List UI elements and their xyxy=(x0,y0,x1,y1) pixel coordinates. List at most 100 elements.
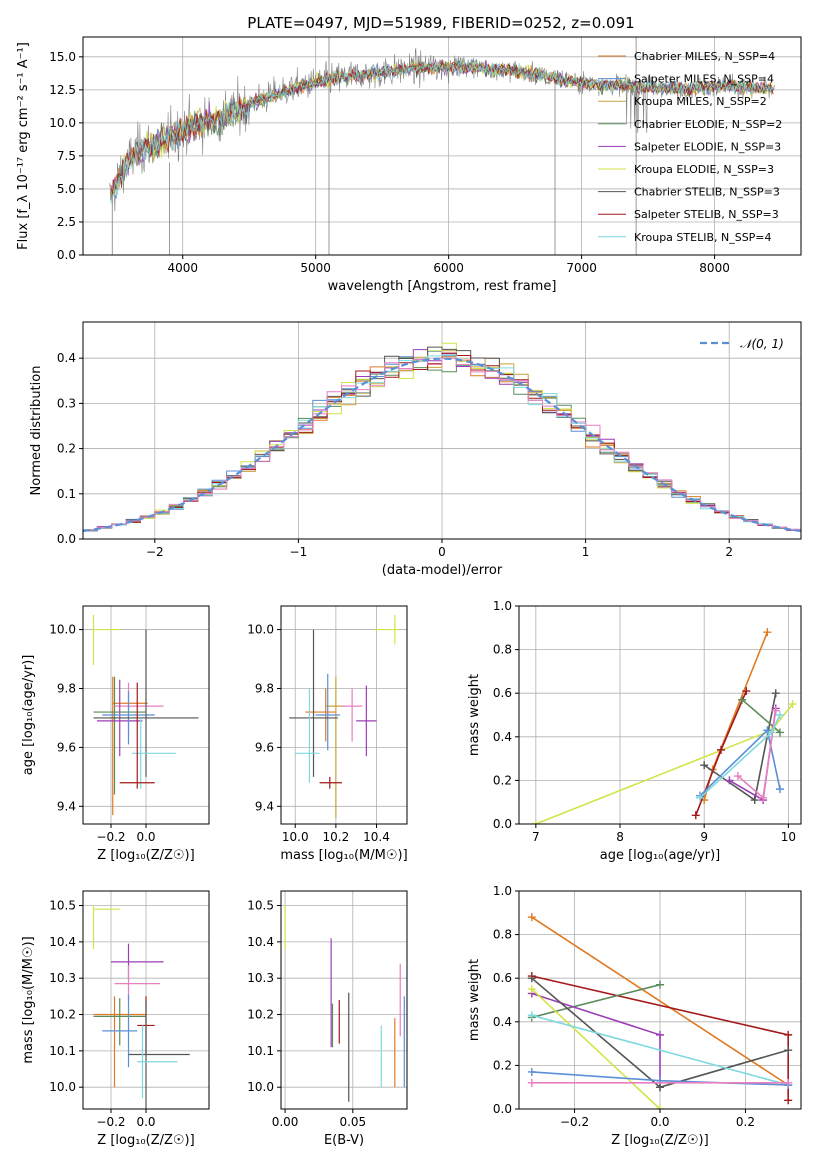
y-tick-label: 10.0 xyxy=(247,1080,274,1094)
y-tick-label: 10.3 xyxy=(247,971,274,985)
y-tick-label: 10.0 xyxy=(49,116,76,130)
y-tick-label: 9.6 xyxy=(57,740,76,754)
legend-label: Chabrier MILES, N_SSP=4 xyxy=(634,50,775,63)
legend-label: 𝒩(0, 1) xyxy=(740,337,784,351)
weight-marker xyxy=(763,628,772,637)
weight-marker xyxy=(775,711,784,719)
y-tick-label: 0.0 xyxy=(57,248,76,262)
y-tick-label: 0.4 xyxy=(493,730,512,744)
x-tick-label: 10.0 xyxy=(282,830,309,844)
mass-vs-metallicity-plot: −0.2 0.0 10.0 10.1 10.2 10.3 10.4 10.5 Z [log₁₀(… xyxy=(21,890,210,1148)
y-tick-label: 15.0 xyxy=(49,50,76,64)
x-axis-label: E(B-V) xyxy=(324,1133,364,1148)
weight-marker xyxy=(771,689,780,698)
y-tick-label: 9.8 xyxy=(57,681,76,695)
y-tick-label: 5.0 xyxy=(57,182,76,196)
plot-area xyxy=(289,614,399,819)
weight-marker xyxy=(763,726,772,735)
model-spectrum xyxy=(110,59,774,204)
x-axis-label: Z [log₁₀(Z/Z☉)] xyxy=(97,1133,194,1148)
legend-label: Chabrier ELODIE, N_SSP=2 xyxy=(634,118,782,131)
weight-marker xyxy=(784,1096,793,1105)
x-axis-label: Z [log₁₀(Z/Z☉)] xyxy=(611,1133,708,1148)
y-tick-label: 0.4 xyxy=(57,351,76,365)
legend-label: Kroupa ELODIE, N_SSP=3 xyxy=(634,163,774,176)
weight-marker xyxy=(656,980,664,989)
weight-marker xyxy=(527,985,536,994)
y-tick-label: 1.0 xyxy=(493,884,512,898)
weight-marker xyxy=(656,1030,664,1039)
x-tick-label: 7 xyxy=(532,830,540,844)
y-tick-label: 10.4 xyxy=(247,935,274,949)
weight-marker xyxy=(695,793,704,802)
axes-frame xyxy=(82,36,802,256)
weight-line xyxy=(531,1014,789,1086)
x-tick-label: 0.0 xyxy=(136,830,155,844)
weight-marker xyxy=(733,772,742,781)
y-tick-label: 0.1 xyxy=(57,487,76,501)
weight-marker xyxy=(771,706,780,715)
y-tick-label: 0.6 xyxy=(493,686,512,700)
spectrum-plot: 4000 5000 6000 7000 8000 0.0 2.5 5.0 7.5 10.0 12.5… xyxy=(16,36,802,294)
x-axis-label: age [log₁₀(age/yr)] xyxy=(600,848,721,863)
y-tick-label: 0.0 xyxy=(493,1102,512,1116)
weight-marker xyxy=(759,793,768,802)
weight-marker xyxy=(527,1078,536,1087)
weight-marker xyxy=(775,728,784,737)
weight-marker xyxy=(750,796,759,805)
y-tick-label: 10.5 xyxy=(247,899,274,913)
weight-vs-metallicity-plot: −0.2 0.0 0.2 0.0 0.2 0.4 0.6 0.8 1.0 Z [log₁₀(Z/Z… xyxy=(467,884,802,1148)
x-tick-label: 8 xyxy=(616,830,624,844)
plot-area xyxy=(527,913,793,1109)
y-tick-label: 0.4 xyxy=(493,1015,512,1029)
x-tick-label: 10.4 xyxy=(363,830,390,844)
weight-marker xyxy=(527,974,536,983)
weight-marker xyxy=(775,785,784,794)
y-tick-label: 0.0 xyxy=(493,817,512,831)
weight-marker xyxy=(725,776,734,785)
plot-area xyxy=(531,628,797,824)
x-tick-label: 4000 xyxy=(167,261,198,275)
y-tick-label: 10.2 xyxy=(247,1008,274,1022)
model-spectrum xyxy=(110,61,774,195)
x-axis-label: Z [log₁₀(Z/Z☉)] xyxy=(97,848,194,863)
x-tick-label: 0 xyxy=(438,545,446,559)
weight-marker xyxy=(717,745,726,754)
x-tick-label: 7000 xyxy=(566,261,597,275)
weight-marker xyxy=(527,913,536,922)
y-tick-label: 10.5 xyxy=(49,899,76,913)
y-tick-label: 0.8 xyxy=(493,928,512,942)
y-tick-label: 0.6 xyxy=(493,971,512,985)
y-tick-label: 10.0 xyxy=(49,623,76,637)
x-tick-label: 0.0 xyxy=(136,1115,155,1129)
y-tick-label: 9.8 xyxy=(255,681,274,695)
y-tick-label: 0.2 xyxy=(493,773,512,787)
weight-vs-age-plot: 7 8 9 10 0.0 0.2 0.4 0.6 0.8 1.0 age [log₁₀(age/yr… xyxy=(467,599,802,863)
y-tick-label: 2.5 xyxy=(57,215,76,229)
x-tick-label: 10.2 xyxy=(323,830,350,844)
axes-frame xyxy=(280,890,408,1110)
y-tick-label: 10.0 xyxy=(49,1080,76,1094)
x-tick-label: 0.0 xyxy=(650,1115,669,1129)
y-axis-label: Normed distribution xyxy=(29,366,44,496)
observed-spectrum xyxy=(109,48,775,212)
x-tick-label: 1 xyxy=(582,545,590,559)
y-tick-label: 12.5 xyxy=(49,83,76,97)
x-tick-label: −0.2 xyxy=(560,1115,589,1129)
plot-area xyxy=(109,37,775,255)
legend-label: Salpeter ELODIE, N_SSP=3 xyxy=(634,140,781,153)
y-tick-label: 9.4 xyxy=(57,799,76,813)
y-tick-label: 0.0 xyxy=(57,532,76,546)
x-tick-label: 10 xyxy=(781,830,796,844)
y-tick-label: 10.1 xyxy=(49,1044,76,1058)
x-axis-label: (data-model)/error xyxy=(382,563,503,578)
figure-title: PLATE=0497, MJD=51989, FIBERID=0252, z=0… xyxy=(247,14,634,32)
y-tick-label: 10.1 xyxy=(247,1044,274,1058)
y-axis-label: age [log₁₀(age/yr)] xyxy=(21,655,36,776)
weight-marker xyxy=(656,1105,664,1109)
weight-line xyxy=(535,703,794,824)
x-tick-label: 2 xyxy=(725,545,733,559)
weight-marker xyxy=(784,1046,793,1055)
x-tick-label: −2 xyxy=(146,545,164,559)
